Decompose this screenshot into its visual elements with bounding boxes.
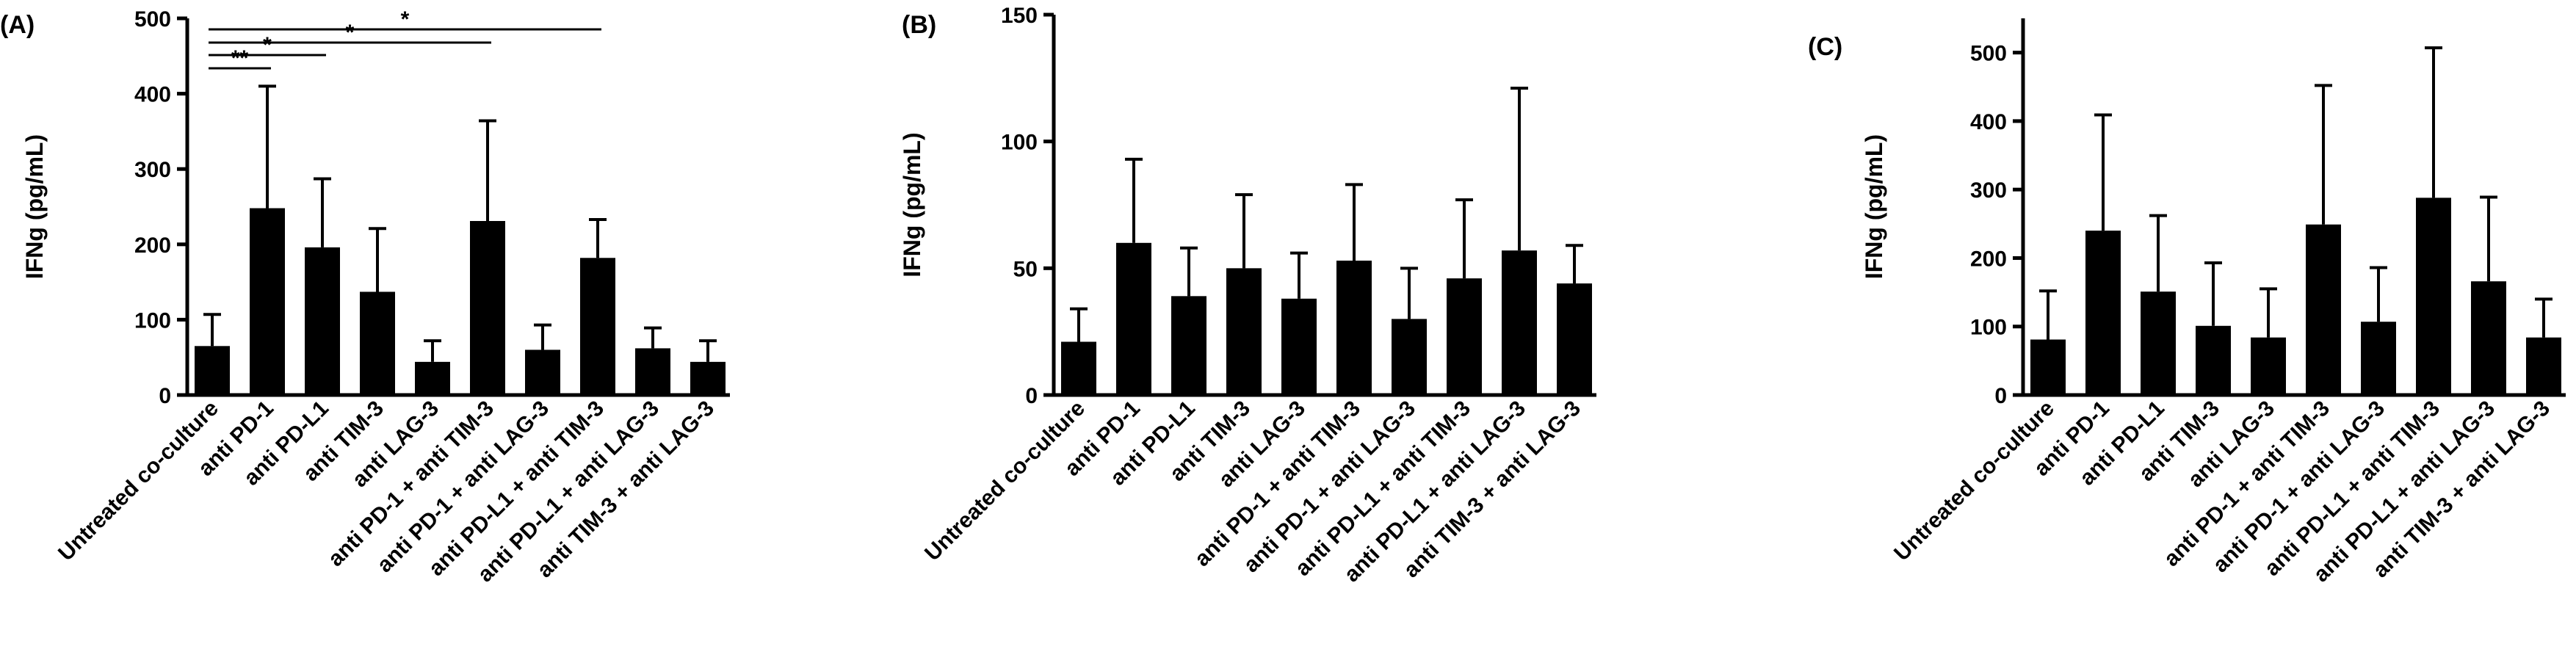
bar <box>525 349 560 395</box>
bar <box>415 361 450 395</box>
y-tick-label: 300 <box>134 158 171 182</box>
bar <box>2141 291 2176 395</box>
bar <box>250 208 285 395</box>
panel-label: (B) <box>902 11 936 39</box>
bar <box>1061 341 1096 395</box>
significance-marker: * <box>346 21 355 45</box>
chart-panel-3: (C) IFNg (pg/mL) 0 100 200 300 400 500 Untreated… <box>1808 18 2566 587</box>
bar <box>690 361 726 395</box>
y-tick-label: 300 <box>1970 178 2007 203</box>
chart-panel-2: (B) IFNg (pg/mL) 0 50 100 150 Untreated co-cul… <box>899 4 1596 587</box>
bar <box>2251 337 2286 395</box>
bar <box>1226 268 1262 395</box>
bar <box>2085 231 2121 395</box>
y-tick-label: 100 <box>1970 316 2007 340</box>
bar <box>1502 250 1537 395</box>
bar <box>360 291 395 395</box>
y-tick-label: 150 <box>1001 4 1038 28</box>
significance-marker: ** <box>231 46 249 70</box>
y-tick-label: 200 <box>134 233 171 258</box>
bar <box>2416 198 2451 395</box>
bar <box>305 247 340 395</box>
bar <box>2526 337 2561 395</box>
y-tick-label: 400 <box>1970 110 2007 134</box>
bar <box>1116 242 1151 395</box>
y-axis-label: IFNg (pg/mL) <box>21 134 48 279</box>
y-tick-label: 500 <box>1970 42 2007 66</box>
bar <box>1447 278 1482 395</box>
y-tick-label: 400 <box>134 83 171 107</box>
y-tick-label: 0 <box>159 384 171 408</box>
y-tick-label: 0 <box>1994 384 2007 408</box>
y-axis-label: IFNg (pg/mL) <box>1861 134 1887 279</box>
bar <box>2361 322 2396 395</box>
y-axis-label: IFNg (pg/mL) <box>899 132 925 277</box>
chart-panel-1: (A) IFNg (pg/mL) 0 100 200 300 400 500 Untreated… <box>0 7 730 587</box>
category-label: Untreated co-culture <box>1889 396 2059 566</box>
y-tick-label: 100 <box>1001 131 1038 155</box>
bar <box>580 258 615 395</box>
significance-marker: * <box>263 33 272 57</box>
bar <box>1557 283 1592 395</box>
bar <box>635 348 670 395</box>
bar <box>1392 319 1427 395</box>
y-tick-label: 100 <box>134 308 171 333</box>
significance-marker: * <box>401 7 410 32</box>
category-label: Untreated co-culture <box>920 396 1090 566</box>
bar <box>2030 339 2066 395</box>
bar <box>1281 298 1317 395</box>
bar <box>470 220 505 395</box>
bar <box>195 346 230 395</box>
bar <box>2196 325 2231 395</box>
bar <box>1171 296 1206 395</box>
bar <box>2306 224 2341 395</box>
y-tick-label: 200 <box>1970 247 2007 271</box>
bar <box>2471 281 2506 395</box>
y-tick-label: 0 <box>1025 384 1038 408</box>
panel-label: (C) <box>1808 33 1842 61</box>
y-tick-label: 500 <box>134 7 171 32</box>
category-label: Untreated co-culture <box>54 396 223 566</box>
y-tick-label: 50 <box>1013 257 1038 281</box>
panel-label: (A) <box>0 11 35 39</box>
bar <box>1336 260 1372 395</box>
